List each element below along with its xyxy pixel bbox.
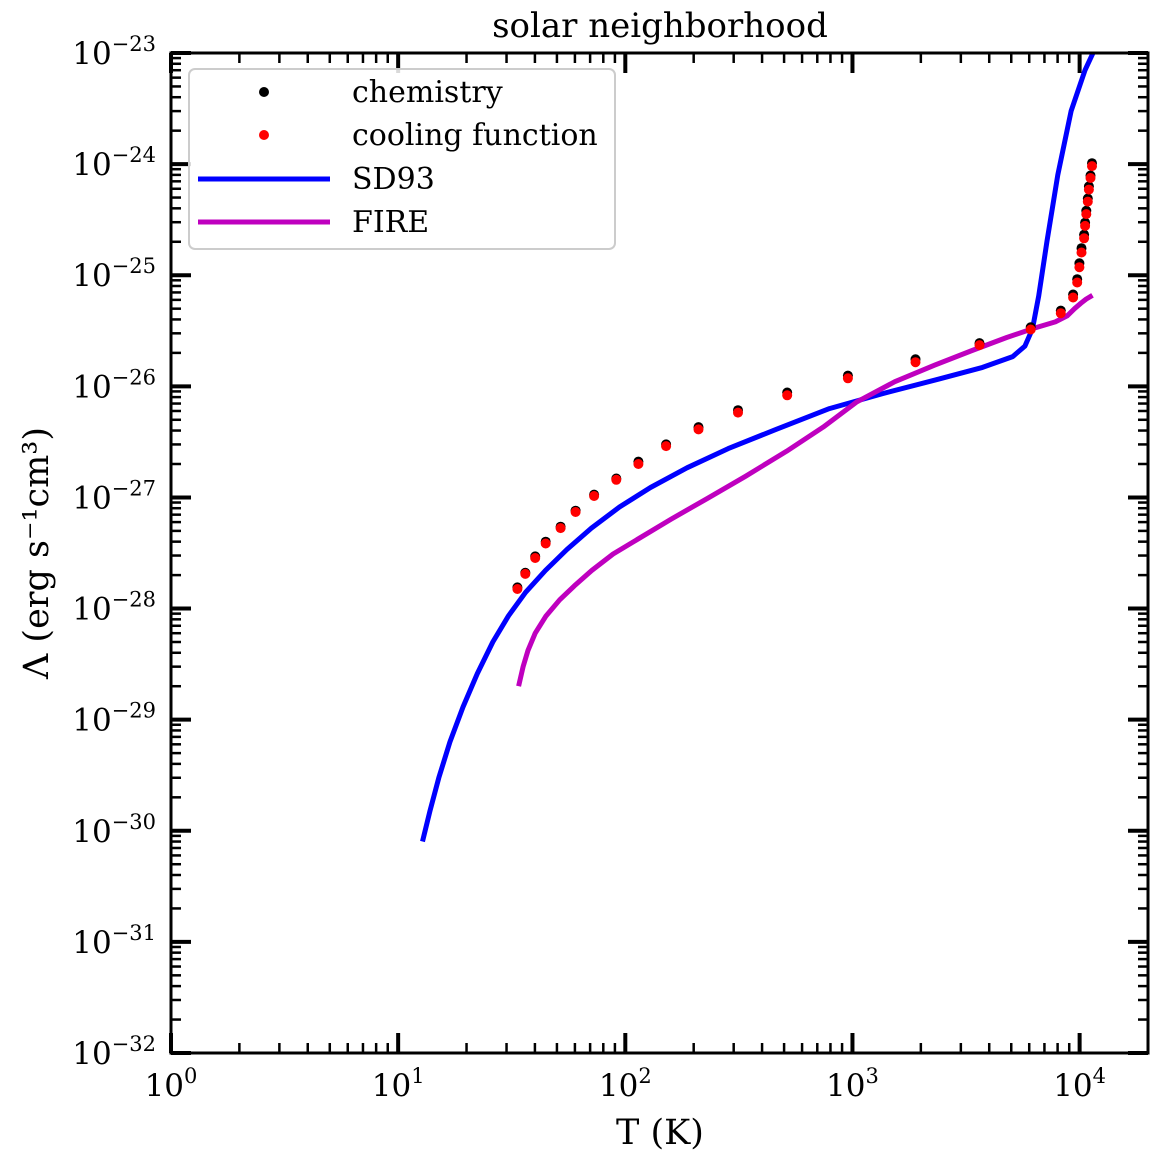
data-point-cooling-function [1076, 247, 1087, 258]
axis-ticks [169, 51, 1150, 1055]
data-point-cooling-function [733, 407, 743, 418]
tick-base: 10 [72, 147, 111, 183]
data-point-cooling-function [1087, 161, 1097, 172]
data-point-cooling-function [1082, 196, 1093, 207]
tick-exponent: 0 [184, 1064, 197, 1088]
legend-marker-chemistry [259, 87, 269, 97]
tick-base: 10 [72, 814, 111, 850]
tick-exponent: −23 [112, 32, 156, 56]
series-line-sd93 [420, 51, 1096, 843]
data-point-cooling-function [842, 373, 853, 384]
tick-exponent: −26 [112, 365, 156, 389]
data-point-cooling-function [1074, 262, 1085, 273]
data-point-cooling-function [611, 474, 622, 485]
tick-base: 10 [72, 369, 111, 405]
tick-base: 10 [72, 258, 111, 294]
legend-box [188, 68, 616, 250]
tick-base: 10 [72, 480, 111, 516]
x-tick-label: 103 [826, 1064, 879, 1104]
data-point-cooling-function [1079, 233, 1090, 244]
chart-title: solar neighborhood [492, 6, 828, 46]
tick-base: 10 [372, 1068, 411, 1104]
tick-base: 10 [72, 1036, 111, 1072]
legend-label-cooling-function: cooling function [352, 118, 598, 153]
tick-exponent: −24 [112, 143, 156, 167]
data-point-cooling-function [1080, 220, 1091, 231]
legend-marker-cooling-function [259, 130, 269, 140]
plot-frame [169, 51, 1150, 1055]
tick-base: 10 [1053, 1068, 1092, 1104]
tick-exponent: 4 [1093, 1064, 1106, 1088]
data-point-cooling-function [512, 584, 523, 594]
tick-base: 10 [826, 1068, 865, 1104]
data-point-cooling-function [910, 357, 921, 368]
y-tick-label: 10−23 [72, 32, 156, 72]
tick-exponent: −32 [112, 1032, 156, 1056]
y-tick-label: 10−29 [72, 699, 156, 739]
x-axis-label: T (K) [616, 1113, 704, 1153]
data-point-cooling-function [540, 538, 551, 549]
y-tick-label: 10−26 [72, 365, 156, 405]
y-tick-label: 10−30 [72, 810, 156, 850]
y-tick-label: 10−32 [72, 1032, 156, 1072]
tick-exponent: −27 [112, 476, 156, 500]
tick-exponent: 1 [411, 1064, 424, 1088]
data-point-cooling-function [530, 553, 541, 563]
x-tick-label: 102 [599, 1064, 652, 1104]
y-tick-label: 10−31 [72, 921, 156, 961]
data-point-cooling-function [661, 441, 672, 452]
tick-exponent: 3 [866, 1064, 879, 1088]
x-tick-label: 104 [1053, 1064, 1106, 1104]
tick-exponent: 2 [638, 1064, 651, 1088]
y-tick-label: 10−25 [72, 254, 156, 294]
tick-base: 10 [72, 703, 111, 739]
data-point-cooling-function [974, 340, 985, 351]
x-tick-label: 101 [372, 1064, 425, 1104]
data-point-cooling-function [693, 424, 704, 435]
tick-exponent: −29 [112, 699, 156, 723]
data-point-cooling-function [1085, 173, 1096, 183]
x-tick-label: 100 [145, 1064, 198, 1104]
legend-label-sd93: SD93 [352, 162, 435, 197]
tick-base: 10 [599, 1068, 638, 1104]
legend-label-fire: FIRE [352, 205, 429, 240]
y-tick-label: 10−28 [72, 588, 156, 628]
series-layer [420, 51, 1097, 843]
y-tick-label: 10−24 [72, 143, 156, 183]
data-point-cooling-function [1081, 209, 1092, 220]
legend-label-chemistry: chemistry [352, 75, 503, 110]
data-point-cooling-function [633, 459, 644, 469]
y-tick-labels: 10−3210−3110−3010−2910−2810−2710−2610−25… [72, 32, 156, 1072]
data-point-cooling-function [1068, 292, 1079, 303]
tick-base: 10 [72, 36, 111, 72]
data-point-cooling-function [1025, 324, 1036, 335]
data-point-cooling-function [782, 390, 793, 401]
tick-exponent: −31 [112, 921, 156, 945]
data-point-cooling-function [1083, 184, 1094, 195]
y-axis-label: Λ (erg s⁻¹cm³) [17, 427, 57, 680]
data-point-cooling-function [1072, 277, 1083, 288]
data-point-cooling-function [1055, 308, 1066, 319]
tick-exponent: −30 [112, 810, 156, 834]
x-tick-labels: 100 101 102 103 104 [145, 1064, 1106, 1104]
series-points-cooling-function [512, 161, 1097, 594]
tick-exponent: −28 [112, 588, 156, 612]
legend: chemistry cooling function SD93 FIRE [188, 68, 616, 250]
tick-base: 10 [145, 1068, 184, 1104]
series-line-fire [516, 293, 1094, 687]
data-point-cooling-function [589, 491, 600, 501]
data-point-cooling-function [570, 507, 581, 517]
y-tick-label: 10−27 [72, 476, 156, 516]
tick-base: 10 [72, 925, 111, 961]
plot-area [420, 51, 1097, 843]
tick-exponent: −25 [112, 254, 156, 278]
data-point-cooling-function [555, 523, 566, 534]
tick-base: 10 [72, 592, 111, 628]
data-point-cooling-function [520, 568, 531, 579]
